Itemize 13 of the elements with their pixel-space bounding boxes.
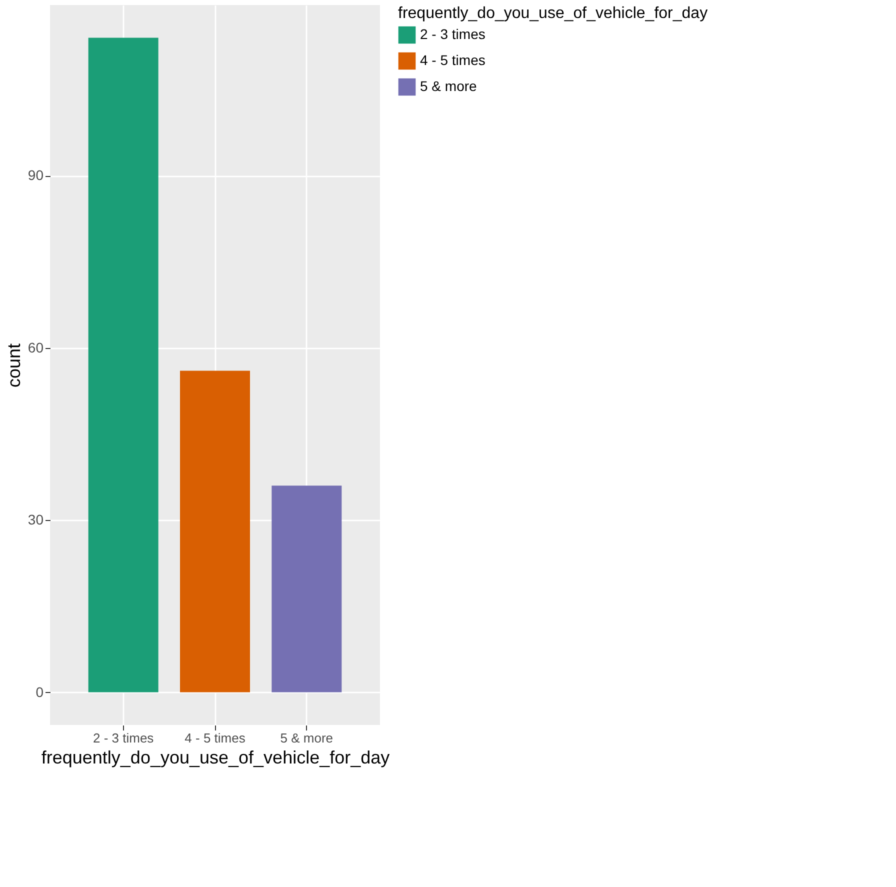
x-tick-label: 2 - 3 times (92, 730, 154, 746)
y-tick-label: 30 (28, 512, 44, 528)
legend-label: 4 - 5 times (420, 52, 486, 68)
x-tick-label: 5 & more (280, 730, 334, 746)
legend-label: 2 - 3 times (420, 26, 486, 42)
x-axis-title: frequently_do_you_use_of_vehicle_for_day (41, 748, 390, 768)
y-tick-label: 0 (36, 684, 44, 700)
y-axis-title: count (4, 343, 24, 388)
x-tick-label: 4 - 5 times (184, 730, 246, 746)
legend-label: 5 & more (420, 78, 478, 94)
y-tick-label: 90 (28, 167, 44, 184)
y-tick-label: 60 (28, 339, 44, 356)
legend-title: frequently_do_you_use_of_vehicle_for_day (398, 5, 708, 22)
